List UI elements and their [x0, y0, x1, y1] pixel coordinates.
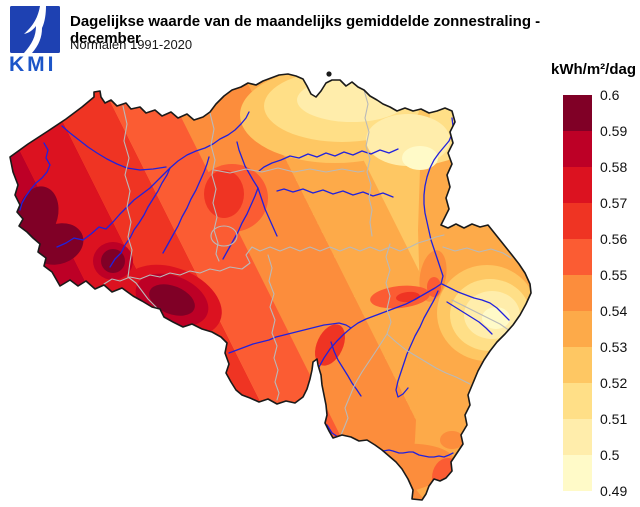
- legend-color-band: [563, 203, 592, 239]
- legend-ticks: 0.6 0.59 0.58 0.57 0.56 0.55 0.54 0.53 0.52 0.51 0…: [600, 87, 638, 499]
- legend-tick-label: 0.55: [600, 267, 628, 283]
- rivers-layer: [19, 111, 510, 458]
- border-east-cantons-north: [442, 246, 512, 259]
- legend-color-band: [563, 167, 592, 203]
- river-dender: [162, 156, 210, 254]
- kmi-logo-square: [10, 6, 60, 53]
- kmi-logo-swoosh-icon: [24, 6, 46, 53]
- contour-fill-layer: [10, 74, 531, 500]
- border-antwerp-brabant: [213, 167, 365, 174]
- kmi-logo-text: KMI: [9, 53, 57, 73]
- river-ambleve: [446, 301, 493, 335]
- legend-color-band: [563, 239, 592, 275]
- legend: 0.6 0.59 0.58 0.57 0.56 0.55 0.54 0.53 0.52 0.51 0…: [563, 87, 638, 499]
- river-vesdre: [441, 283, 510, 321]
- border-wvl-hainaut: [127, 276, 161, 312]
- legend-color-band: [563, 311, 592, 347]
- legend-color-band: [563, 131, 592, 167]
- legend-tick-label: 0.58: [600, 159, 628, 175]
- river-ourthe: [395, 290, 439, 398]
- river-coast-canal: [61, 125, 167, 171]
- river-scheldt: [169, 111, 250, 169]
- border-brussels-region: [210, 225, 238, 247]
- legend-colorbar: [563, 95, 592, 491]
- page-title: Dagelijkse waarde van de maandelijks gem…: [70, 13, 541, 47]
- river-meuse: [318, 117, 454, 368]
- border-hainaut-namur: [267, 254, 280, 401]
- legend-tick-label: 0.5: [600, 447, 620, 463]
- river-nete: [258, 148, 399, 172]
- border-namur-liege: [385, 243, 392, 335]
- legend-tick-label: 0.53: [600, 339, 628, 355]
- legend-tick-label: 0.52: [600, 375, 628, 391]
- legend-color-band: [563, 419, 592, 455]
- legend-color-band: [563, 95, 592, 131]
- page-subtitle: Normalen 1991-2020: [70, 37, 193, 52]
- kmi-logo: KMI: [9, 6, 60, 73]
- legend-tick-label: 0.51: [600, 411, 628, 427]
- legend-color-band: [563, 275, 592, 311]
- legend-tick-label: 0.59: [600, 123, 628, 139]
- border-liege-luxembourg: [386, 333, 471, 385]
- legend-tick-label: 0.6: [600, 87, 620, 103]
- river-yser: [19, 142, 51, 211]
- border-namur-luxembourg: [340, 333, 388, 436]
- river-senne: [222, 187, 259, 260]
- river-sambre: [228, 322, 352, 354]
- river-upper-scheldt: [109, 167, 171, 268]
- border-antwerp-limburg: [363, 89, 373, 237]
- legend-color-band: [563, 347, 592, 383]
- legend-tick-label: 0.57: [600, 195, 628, 211]
- legend-tick-label: 0.56: [600, 231, 628, 247]
- legend-color-band: [563, 383, 592, 419]
- legend-title: kWh/m²/dag: [551, 61, 636, 78]
- river-demer: [276, 188, 394, 198]
- river-dijle-rupel: [236, 141, 278, 237]
- border-west-east-flanders: [122, 105, 133, 278]
- legend-tick-label: 0.49: [600, 483, 628, 499]
- river-lesse: [330, 341, 362, 397]
- province-borders-layer: [103, 89, 518, 436]
- legend-tick-label: 0.54: [600, 303, 628, 319]
- baarle-hertog-enclave: [326, 71, 332, 77]
- river-leie: [56, 167, 171, 248]
- legend-color-band: [563, 455, 592, 491]
